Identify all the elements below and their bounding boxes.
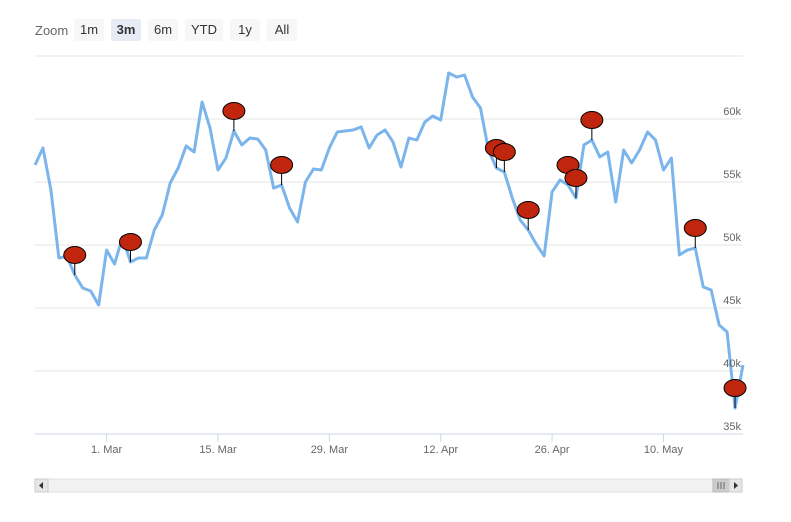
- flag[interactable]: [222, 101, 246, 131]
- zoom-button[interactable]: All: [267, 19, 297, 41]
- zoom-button-bg: [74, 19, 104, 41]
- flag-head: [723, 379, 747, 398]
- x-tick-label: 10. May: [644, 444, 684, 456]
- y-tick-label: 40k: [723, 358, 741, 370]
- zoom-button[interactable]: YTD: [185, 19, 223, 41]
- flag-head: [683, 219, 707, 238]
- y-tick-label: 45k: [723, 295, 741, 307]
- zoom-button-bg: [185, 19, 223, 41]
- flag[interactable]: [118, 233, 142, 263]
- flag[interactable]: [580, 111, 604, 141]
- arrow-right: [734, 482, 738, 489]
- zoom-button-label: 1m: [80, 22, 98, 37]
- zoom-button-bg: [267, 19, 297, 41]
- flag-head: [222, 101, 246, 120]
- scrollbar: [34, 478, 743, 493]
- zoom-button[interactable]: 1y: [230, 19, 260, 41]
- arrow-left: [39, 482, 43, 489]
- flag[interactable]: [492, 143, 516, 173]
- x-tick-label: 26. Apr: [535, 444, 570, 456]
- zoom-button[interactable]: 1m: [74, 19, 104, 41]
- zoom-button-label: 3m: [117, 22, 136, 37]
- x-tick-label: 15. Mar: [199, 444, 237, 456]
- axes: 35k 40k 45k 50k 55k 60k 1. Mar 15. Mar 29. Mar 12…: [35, 106, 743, 456]
- y-tick-label: 35k: [723, 421, 741, 433]
- flag-head: [580, 111, 604, 130]
- x-tick-label: 29. Mar: [311, 444, 349, 456]
- zoom-button-bg: [148, 19, 178, 41]
- x-tick-label: 1. Mar: [91, 444, 123, 456]
- y-tick-label: 50k: [723, 232, 741, 244]
- price-line: [33, 71, 745, 410]
- range-selector: Zoom 1m 3m 6m YTD 1y All: [35, 19, 297, 41]
- scrollbar-track: [34, 478, 743, 493]
- x-tick-label: 12. Apr: [423, 444, 458, 456]
- zoom-button-label: YTD: [191, 22, 217, 37]
- flag-head: [516, 201, 540, 220]
- flag[interactable]: [516, 201, 540, 231]
- flag-head: [270, 156, 294, 175]
- zoom-button-bg: [111, 19, 141, 41]
- flag[interactable]: [63, 245, 87, 275]
- flag-head: [118, 233, 142, 252]
- zoom-button[interactable]: 3m: [111, 19, 141, 41]
- plot: [33, 71, 747, 410]
- flag[interactable]: [683, 219, 707, 249]
- flag-head: [492, 143, 516, 162]
- flag[interactable]: [564, 169, 588, 199]
- flag-head: [564, 169, 588, 188]
- zoom-button-label: 1y: [238, 22, 252, 37]
- flag[interactable]: [270, 156, 294, 186]
- zoom-button-label: 6m: [154, 22, 172, 37]
- thumb-grip: [717, 482, 725, 489]
- flag-head: [63, 245, 87, 264]
- y-tick-label: 60k: [723, 106, 741, 118]
- zoom-button-bg: [230, 19, 260, 41]
- zoom-label: Zoom: [35, 23, 68, 38]
- flag[interactable]: [723, 379, 747, 409]
- zoom-button-label: All: [275, 22, 290, 37]
- y-tick-label: 55k: [723, 169, 741, 181]
- zoom-button[interactable]: 6m: [148, 19, 178, 41]
